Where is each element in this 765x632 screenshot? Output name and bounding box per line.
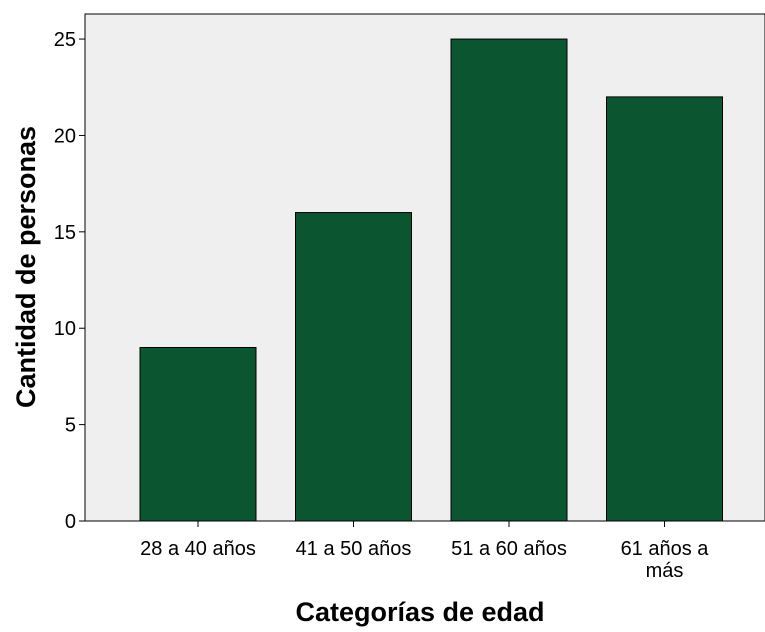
bar-0	[139, 347, 257, 522]
bar-1	[295, 212, 412, 522]
y-tick-label-1: 5	[65, 415, 76, 437]
x-tick-label-1: 41 a 50 años	[296, 538, 412, 560]
x-tick-label-3: 61 años a más	[621, 538, 710, 582]
bar-2	[450, 38, 568, 522]
y-tick-label-3: 15	[54, 222, 76, 244]
x-tick-label-0: 28 a 40 años	[140, 538, 256, 560]
y-tick-label-2: 10	[54, 318, 76, 340]
y-tick-label-4: 20	[54, 125, 76, 147]
y-axis: 0 5 10 15 20 25	[54, 29, 85, 533]
x-tick-label-2: 51 a 60 años	[451, 538, 567, 560]
y-tick-label-5: 25	[54, 29, 76, 51]
x-axis: 28 a 40 años 41 a 50 años 51 a 60 años 61 a…	[140, 521, 709, 582]
y-axis-title: Cantidad de personas	[11, 126, 41, 408]
bar-3	[606, 96, 723, 522]
y-tick-label-0: 0	[65, 511, 76, 533]
x-axis-title: Categorías de edad	[295, 597, 544, 627]
